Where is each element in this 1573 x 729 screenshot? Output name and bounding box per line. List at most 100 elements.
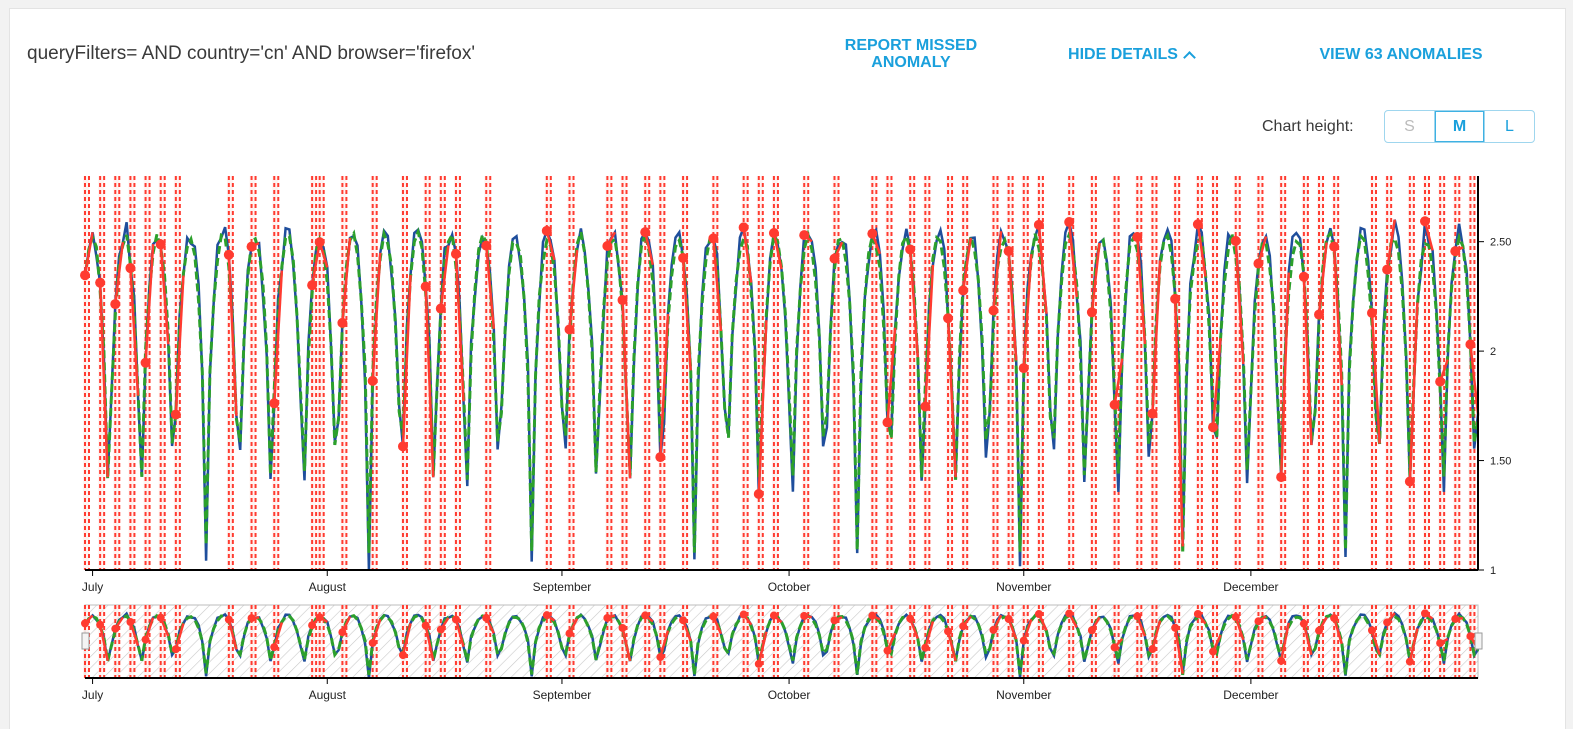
anomaly-segment <box>1067 221 1078 298</box>
anomaly-segment <box>1211 338 1222 428</box>
anomaly-point <box>111 624 120 633</box>
anomaly-segment <box>1408 302 1419 482</box>
y-tick-label: 2.50 <box>1490 237 1511 249</box>
anomaly-point <box>1193 609 1202 618</box>
x-tick-label: August <box>309 580 347 594</box>
query-filters-text: queryFilters= AND country='cn' AND brows… <box>27 43 475 64</box>
anomaly-segment <box>1151 620 1162 650</box>
anomaly-segment <box>129 267 140 396</box>
anomaly-point <box>450 248 461 259</box>
anomaly-segment <box>757 631 768 665</box>
anomaly-point <box>1148 645 1157 654</box>
anomaly-point <box>140 357 151 368</box>
view-anomalies-link[interactable]: VIEW 63 ANOMALIES <box>1319 46 1483 63</box>
chart-height-selector[interactable]: S M L <box>1384 110 1535 143</box>
anomaly-point <box>156 613 165 622</box>
anomaly-point <box>641 611 650 620</box>
anomaly-segment <box>1385 219 1396 270</box>
hide-details-link[interactable]: HIDE DETAILS <box>1056 46 1206 64</box>
anomaly-segment <box>961 237 973 291</box>
report-missed-anomaly-link[interactable]: REPORT MISSED ANOMALY <box>844 37 978 71</box>
anomaly-segment <box>1332 617 1343 645</box>
anomaly-point <box>1147 408 1158 419</box>
anomaly-point <box>1170 293 1181 304</box>
anomaly-point <box>1450 246 1461 257</box>
anomaly-point <box>989 625 998 634</box>
anomaly-point <box>307 280 318 291</box>
anomaly-point <box>564 324 575 335</box>
anomaly-segment <box>129 621 140 647</box>
anomaly-point <box>1230 235 1241 246</box>
anomaly-point <box>1466 632 1475 641</box>
anomaly-segment <box>227 254 238 416</box>
anomaly-point <box>170 409 181 420</box>
anomaly-point <box>1133 612 1142 621</box>
anomaly-point <box>867 228 878 239</box>
navigator-handle-right <box>1474 632 1483 650</box>
anomaly-point <box>1064 217 1075 228</box>
y-tick-label: 1 <box>1490 565 1496 577</box>
anomaly-point <box>921 643 930 652</box>
anomaly-point <box>769 611 778 620</box>
x-tick-label: July <box>82 580 103 594</box>
anomaly-point <box>223 249 234 260</box>
anomaly-segment <box>1151 260 1162 414</box>
anomaly-point <box>482 613 491 622</box>
anomaly-point <box>739 610 748 619</box>
anomaly-point <box>565 629 574 638</box>
anomaly-point <box>542 611 551 620</box>
anomaly-point <box>1404 476 1415 487</box>
anomaly-segment <box>159 244 170 345</box>
anomaly-segment <box>1469 344 1480 415</box>
anomaly-segment <box>454 619 465 648</box>
anomaly-segment <box>1302 623 1313 656</box>
chart-height-option-l[interactable]: L <box>1484 111 1534 142</box>
anomaly-segment <box>742 227 753 283</box>
chart-height-option-s[interactable]: S <box>1404 118 1415 135</box>
anomaly-point <box>944 627 953 636</box>
anomaly-point <box>1277 656 1286 665</box>
anomaly-point <box>709 612 718 621</box>
anomaly-point <box>1087 626 1096 635</box>
anomaly-point <box>171 645 180 654</box>
anomaly-segment <box>401 274 412 447</box>
anomaly-point <box>830 616 839 625</box>
anomaly-segment <box>924 264 935 407</box>
anomaly-point <box>436 625 445 634</box>
anomaly-point <box>1383 618 1392 627</box>
anomaly-segment <box>1317 242 1328 315</box>
anomaly-point <box>80 270 90 281</box>
anomaly-segment <box>946 631 957 662</box>
anomaly-point <box>1314 309 1325 320</box>
anomaly-segment <box>484 245 496 329</box>
anomaly-point <box>1435 376 1446 387</box>
anomaly-segment <box>908 249 920 358</box>
navigator-plot[interactable]: July August September October November Decemb… <box>81 604 1483 702</box>
anomaly-segment <box>545 230 556 261</box>
anomaly-point <box>338 628 347 637</box>
anomaly-segment <box>1007 251 1018 361</box>
anomaly-segment <box>98 282 109 478</box>
anomaly-point <box>1033 219 1044 230</box>
anomaly-point <box>308 621 317 630</box>
anomaly-point <box>368 638 377 647</box>
navigator-handle-left <box>81 632 90 650</box>
anomaly-segment <box>1302 276 1313 446</box>
anomaly-point <box>882 417 893 428</box>
anomaly-segment <box>924 621 935 649</box>
anomaly-segment <box>1173 298 1184 547</box>
anomaly-point <box>1003 246 1014 257</box>
anomaly-point <box>920 401 931 412</box>
anomaly-point <box>141 635 150 644</box>
anomaly-segment <box>1234 616 1245 641</box>
anomaly-point <box>708 233 719 244</box>
anomaly-point <box>754 659 763 668</box>
anomaly-segment <box>1370 312 1381 444</box>
anomaly-point <box>95 277 106 288</box>
anomaly-segment <box>1037 224 1048 314</box>
anomaly-point <box>943 313 954 324</box>
anomaly-point <box>768 227 779 238</box>
y-tick-label: 1.50 <box>1490 456 1511 468</box>
chart-height-option-m[interactable]: M <box>1434 111 1484 142</box>
